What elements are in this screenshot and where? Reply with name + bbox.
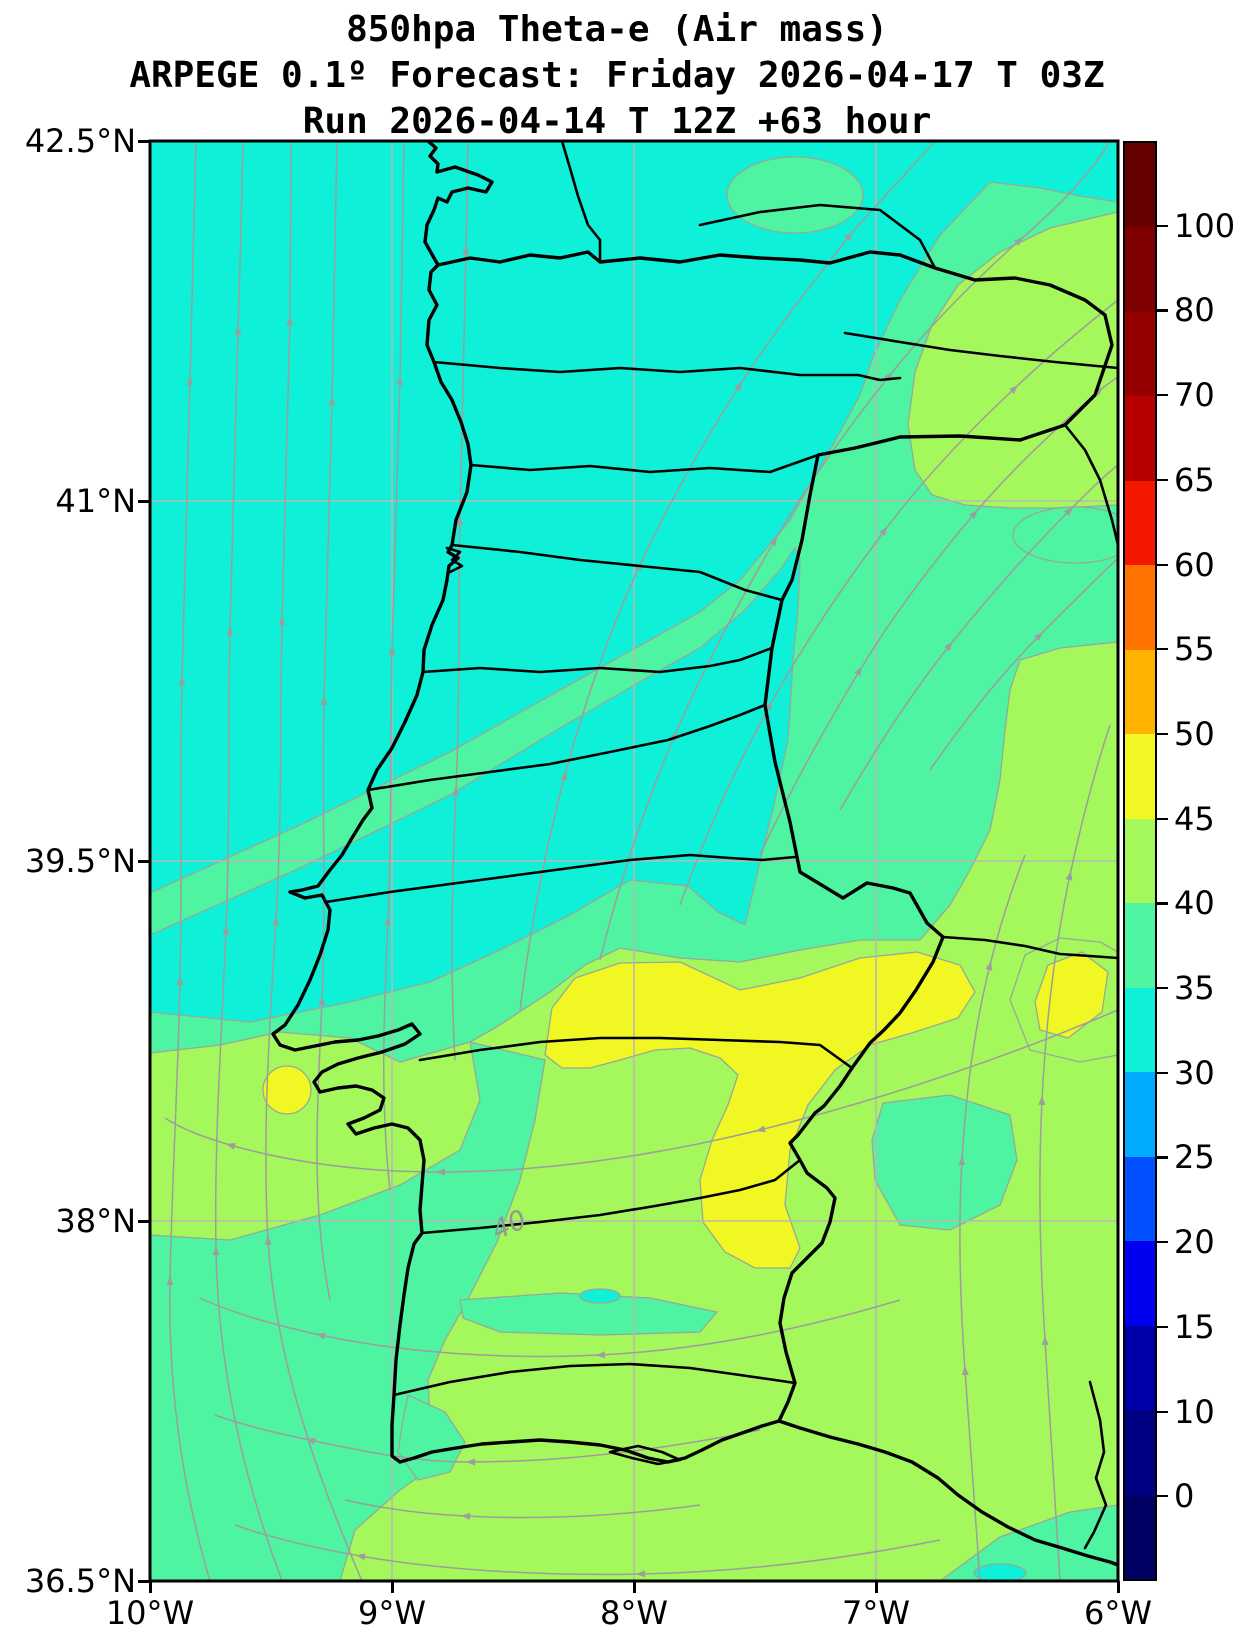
colorbar-tick-label: 20: [1174, 1223, 1215, 1262]
x-axis-tick-label: 7°W: [842, 1594, 910, 1632]
colorbar-tick-mark: [1157, 478, 1168, 481]
x-axis-tick-mark: [633, 1581, 636, 1593]
colorbar-tick-mark: [1157, 817, 1168, 820]
colorbar-tick-label: 60: [1174, 545, 1215, 584]
colorbar-segment: [1125, 311, 1155, 397]
colorbar-tick-label: 50: [1174, 714, 1215, 753]
colorbar-segment: [1125, 1072, 1155, 1157]
colorbar-tick-label: 0: [1174, 1477, 1195, 1516]
x-axis-tick-label: 9°W: [358, 1594, 426, 1632]
colorbar-tick-label: 65: [1174, 460, 1215, 499]
colorbar-segment: [1125, 1494, 1155, 1579]
y-axis-tick-mark: [138, 500, 150, 503]
colorbar-tick-mark: [1157, 224, 1168, 227]
colorbar-segment: [1125, 1325, 1155, 1411]
colorbar-segment: [1125, 396, 1155, 481]
colorbar-segment: [1125, 1410, 1155, 1495]
colorbar-segment: [1125, 818, 1155, 904]
colorbar-segment: [1125, 227, 1155, 312]
x-axis-tick-mark: [1117, 1581, 1120, 1593]
colorbar-tick-mark: [1157, 1495, 1168, 1498]
y-axis-tick-label: 36.5°N: [24, 1562, 136, 1600]
colorbar-tick-label: 70: [1174, 376, 1215, 415]
y-axis-tick-label: 42.5°N: [24, 122, 136, 160]
colorbar-tick-mark: [1157, 732, 1168, 736]
y-axis-tick-label: 39.5°N: [24, 842, 136, 880]
y-axis-tick-label: 41°N: [55, 482, 136, 520]
colorbar-tick-mark: [1157, 1410, 1168, 1413]
colorbar-tick-label: 30: [1174, 1053, 1215, 1092]
wind-streamlines: [164, 141, 1118, 1581]
chart-subtitle-model: ARPEGE 0.1º Forecast: Friday 2026-04-17 …: [129, 55, 1105, 96]
x-axis-tick-label: 10°W: [105, 1594, 195, 1632]
colorbar-tick-mark: [1157, 987, 1168, 990]
y-axis-tick-mark: [138, 1220, 150, 1223]
colorbar-tick-mark: [1157, 394, 1168, 397]
colorbar-tick-mark: [1157, 309, 1168, 312]
colorbar-segment: [1125, 565, 1155, 650]
colorbar-tick-mark: [1157, 1156, 1168, 1159]
colorbar-tick-mark: [1157, 902, 1168, 905]
colorbar: [1123, 141, 1157, 1581]
colorbar-tick-label: 10: [1174, 1392, 1215, 1431]
colorbar-tick-mark: [1157, 648, 1168, 651]
colorbar-segment: [1125, 1156, 1155, 1242]
colorbar-segment: [1125, 480, 1155, 566]
colorbar-tick-label: 40: [1174, 884, 1215, 923]
colorbar-tick-mark: [1157, 1071, 1168, 1074]
colorbar-tick-label: 80: [1174, 291, 1215, 330]
x-axis-tick-mark: [391, 1581, 394, 1593]
chart-subtitle-run: Run 2026-04-14 T 12Z +63 hour: [302, 101, 932, 142]
colorbar-tick-mark: [1157, 563, 1168, 566]
colorbar-segment: [1125, 143, 1155, 228]
x-axis-tick-mark: [149, 1581, 152, 1593]
x-axis-tick-label: 6°W: [1084, 1594, 1152, 1632]
colorbar-tick-label: 25: [1174, 1138, 1215, 1177]
colorbar-segment: [1125, 903, 1155, 988]
colorbar-segment: [1125, 649, 1155, 735]
colorbar-tick-mark: [1157, 1325, 1168, 1329]
colorbar-tick-label: 55: [1174, 630, 1215, 669]
chart-title: 850hpa Theta-e (Air mass): [346, 9, 888, 50]
y-axis-tick-mark: [138, 140, 150, 143]
country-and-district-borders: [271, 141, 1118, 1567]
y-axis-tick-mark: [138, 1580, 150, 1583]
y-axis-tick-mark: [138, 860, 150, 863]
colorbar-segment: [1125, 987, 1155, 1073]
colorbar-tick-label: 100: [1174, 206, 1236, 245]
y-axis-tick-label: 38°N: [55, 1202, 136, 1240]
colorbar-tick-label: 45: [1174, 799, 1215, 838]
colorbar-tick-label: 15: [1174, 1307, 1215, 1346]
colorbar-segment: [1125, 734, 1155, 819]
x-axis-tick-mark: [875, 1581, 878, 1593]
x-axis-tick-label: 8°W: [600, 1594, 668, 1632]
colorbar-tick-mark: [1157, 1241, 1168, 1244]
colorbar-segment: [1125, 1241, 1155, 1326]
colorbar-tick-label: 35: [1174, 969, 1215, 1008]
